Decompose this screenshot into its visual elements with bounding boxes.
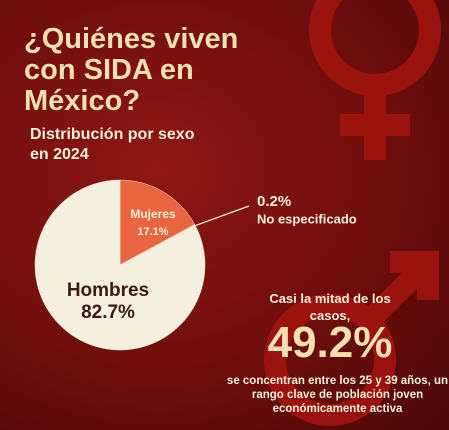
subtitle: Distribución por sexo en 2024	[30, 126, 195, 163]
highlight-intro: Casi la mitad de los casos,	[269, 291, 391, 323]
category-label: Mujeres	[130, 207, 176, 221]
leader-line	[190, 205, 250, 228]
value-label: 0.2%	[257, 193, 291, 210]
highlight-value: 49.2%	[267, 318, 393, 367]
pie-slice	[34, 179, 206, 351]
pie-slice	[119, 179, 196, 266]
value-label: 82.7%	[81, 302, 135, 323]
value-label: 17.1%	[137, 226, 168, 238]
highlight-text: se concentran entre los 25 y 39 años, un…	[226, 375, 449, 415]
category-label: Hombres	[67, 280, 149, 301]
title: ¿Quiénes viven con SIDA en México?	[24, 23, 239, 117]
decoration	[264, 0, 441, 426]
category-label: No especificado	[257, 211, 357, 226]
